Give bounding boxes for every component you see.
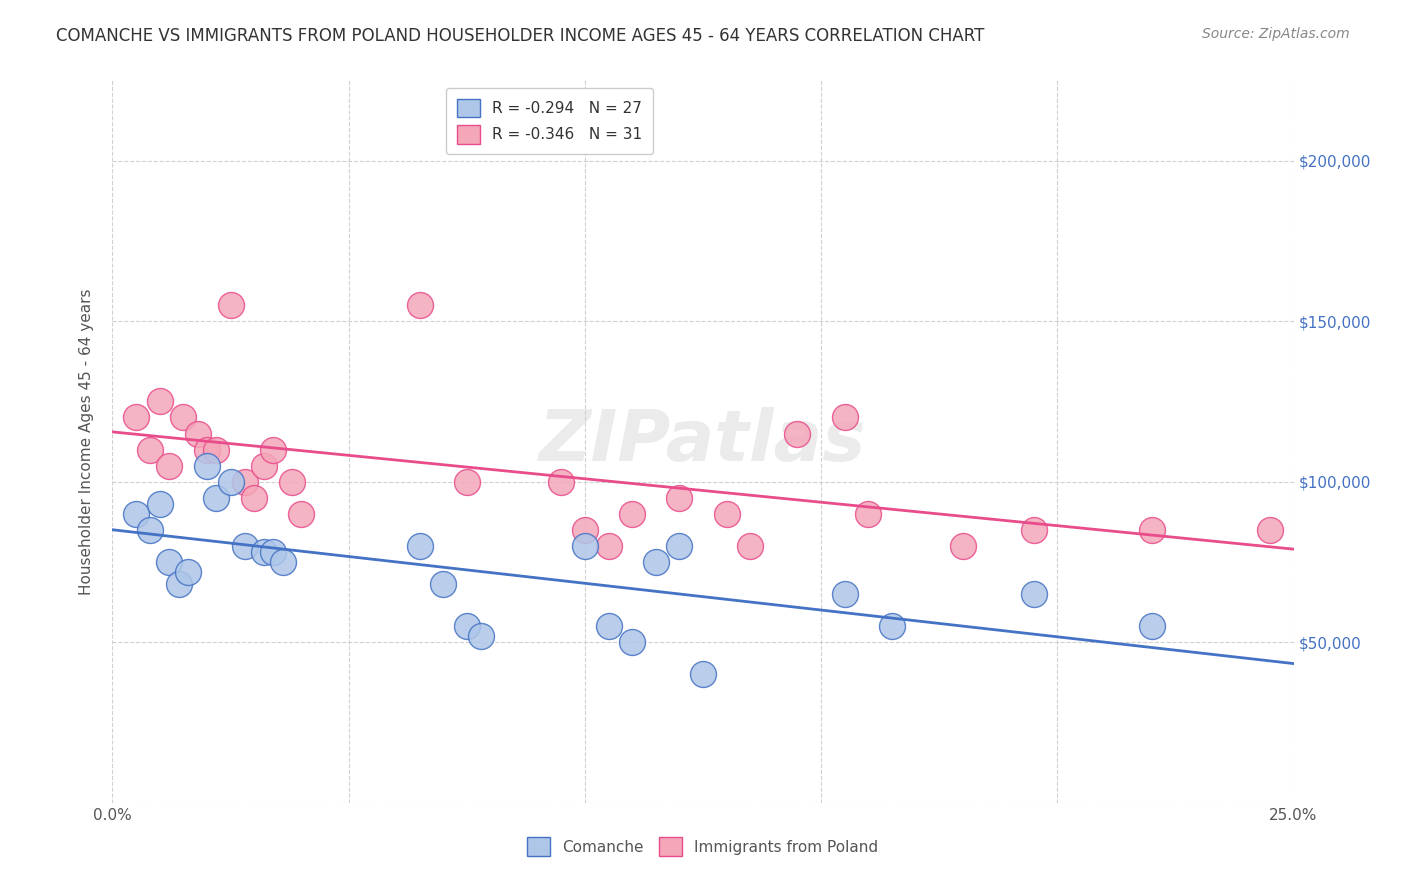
Point <box>233 475 256 489</box>
Point <box>149 497 172 511</box>
Point <box>668 491 690 505</box>
Point <box>262 545 284 559</box>
Point <box>157 458 180 473</box>
Point <box>139 442 162 457</box>
Point <box>456 475 478 489</box>
Point <box>598 619 620 633</box>
Point <box>1140 523 1163 537</box>
Point <box>219 298 242 312</box>
Point <box>186 426 208 441</box>
Point <box>205 491 228 505</box>
Point <box>550 475 572 489</box>
Point <box>786 426 808 441</box>
Point <box>219 475 242 489</box>
Point <box>621 507 644 521</box>
Point <box>1022 587 1045 601</box>
Point <box>195 458 218 473</box>
Point <box>668 539 690 553</box>
Point <box>644 555 666 569</box>
Point <box>157 555 180 569</box>
Point <box>432 577 454 591</box>
Point <box>834 410 856 425</box>
Point <box>253 458 276 473</box>
Point <box>574 523 596 537</box>
Point <box>716 507 738 521</box>
Point <box>177 565 200 579</box>
Point <box>233 539 256 553</box>
Point <box>692 667 714 681</box>
Point <box>1258 523 1281 537</box>
Point <box>834 587 856 601</box>
Y-axis label: Householder Income Ages 45 - 64 years: Householder Income Ages 45 - 64 years <box>79 288 94 595</box>
Point <box>139 523 162 537</box>
Point <box>243 491 266 505</box>
Point <box>408 298 430 312</box>
Point <box>167 577 190 591</box>
Point <box>149 394 172 409</box>
Point <box>740 539 762 553</box>
Point <box>1022 523 1045 537</box>
Point <box>952 539 974 553</box>
Point <box>125 410 148 425</box>
Point <box>574 539 596 553</box>
Point <box>621 635 644 649</box>
Point <box>281 475 304 489</box>
Point <box>125 507 148 521</box>
Point <box>470 629 492 643</box>
Point <box>253 545 276 559</box>
Point <box>195 442 218 457</box>
Point <box>262 442 284 457</box>
Point <box>290 507 312 521</box>
Point <box>408 539 430 553</box>
Legend: Comanche, Immigrants from Poland: Comanche, Immigrants from Poland <box>517 827 889 866</box>
Text: ZIPatlas: ZIPatlas <box>540 407 866 476</box>
Text: COMANCHE VS IMMIGRANTS FROM POLAND HOUSEHOLDER INCOME AGES 45 - 64 YEARS CORRELA: COMANCHE VS IMMIGRANTS FROM POLAND HOUSE… <box>56 27 984 45</box>
Point <box>172 410 194 425</box>
Legend: R = -0.294   N = 27, R = -0.346   N = 31: R = -0.294 N = 27, R = -0.346 N = 31 <box>446 88 652 154</box>
Text: Source: ZipAtlas.com: Source: ZipAtlas.com <box>1202 27 1350 41</box>
Point <box>598 539 620 553</box>
Point <box>205 442 228 457</box>
Point <box>1140 619 1163 633</box>
Point <box>456 619 478 633</box>
Point <box>880 619 903 633</box>
Point <box>271 555 294 569</box>
Point <box>858 507 880 521</box>
